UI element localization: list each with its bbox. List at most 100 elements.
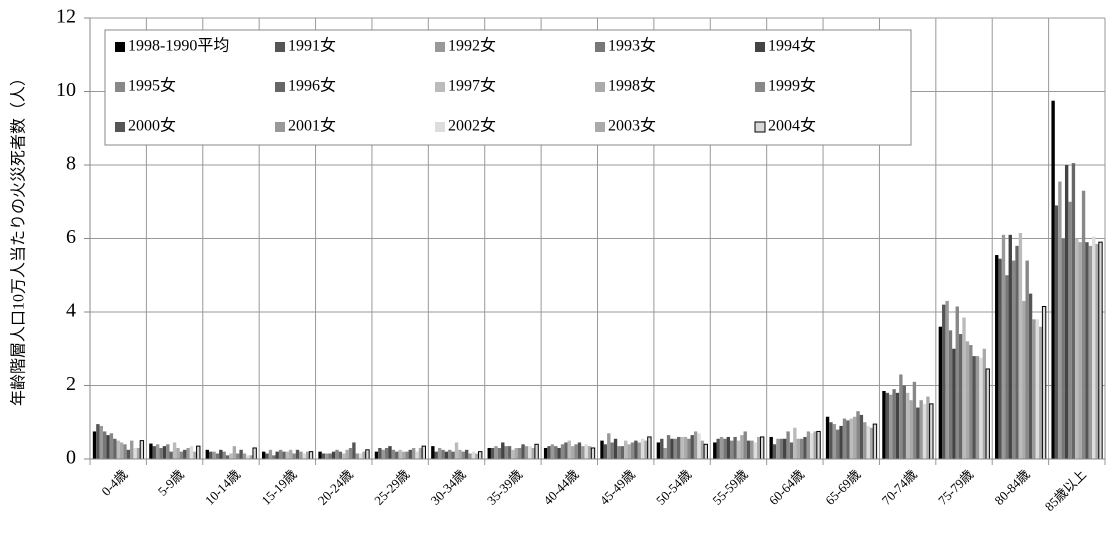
bar: [929, 403, 934, 460]
bar: [786, 431, 790, 459]
bar: [461, 451, 465, 459]
legend-swatch: [595, 42, 605, 52]
x-tick-label: 15-19歳: [258, 467, 299, 508]
bar: [687, 438, 691, 459]
bar: [444, 451, 449, 459]
bar: [348, 447, 353, 459]
bar: [1015, 245, 1019, 459]
bar: [295, 449, 300, 459]
bar: [205, 449, 209, 459]
legend-swatch: [435, 122, 445, 132]
bar: [335, 449, 339, 459]
bar: [759, 436, 765, 460]
bar: [796, 438, 800, 459]
legend-label: 1999女: [768, 76, 816, 95]
y-tick-label: 0: [66, 447, 76, 469]
legend-label: 2004女: [768, 116, 816, 135]
x-tick-label: 40-44歳: [540, 467, 581, 508]
bar: [560, 444, 565, 459]
x-tick-label: 45-49歳: [597, 467, 638, 508]
bar: [1095, 244, 1099, 459]
bar: [750, 440, 754, 459]
bar: [863, 422, 867, 459]
bar: [859, 414, 864, 459]
bar: [152, 446, 156, 459]
bar: [1075, 238, 1079, 459]
bar: [119, 442, 124, 459]
bar: [236, 453, 240, 459]
bar: [693, 431, 698, 459]
bar: [172, 442, 177, 459]
bar: [607, 433, 611, 459]
legend-swatch: [275, 42, 285, 52]
x-tick-label: 30-34歳: [428, 467, 469, 508]
x-tick-label: 65-69歳: [822, 467, 863, 508]
bar: [501, 442, 505, 459]
bar: [926, 396, 930, 459]
bar: [630, 442, 635, 459]
bar: [1071, 163, 1076, 459]
bar: [411, 447, 416, 459]
bar: [374, 451, 379, 459]
bar: [624, 440, 628, 459]
bar: [574, 444, 578, 459]
y-tick-label: 4: [66, 300, 76, 322]
bar: [776, 438, 780, 459]
y-tick-label: 6: [66, 226, 76, 248]
bar: [331, 451, 336, 459]
bar: [799, 438, 804, 459]
bar: [1054, 205, 1059, 459]
bar: [504, 446, 508, 459]
bar: [1068, 201, 1072, 459]
bar: [975, 356, 980, 459]
bar: [995, 255, 999, 459]
bar: [543, 447, 548, 459]
legend-swatch: [755, 42, 765, 52]
bar: [475, 453, 479, 459]
bar: [222, 451, 226, 459]
bar: [225, 455, 230, 459]
x-tick-label: 75-79歳: [935, 467, 976, 508]
bar: [723, 438, 727, 459]
bar: [434, 451, 438, 459]
bar: [885, 392, 890, 459]
bar: [590, 447, 596, 460]
legend-swatch: [275, 122, 285, 132]
bar: [846, 420, 850, 459]
bar: [208, 451, 213, 459]
bar: [431, 446, 435, 459]
bar: [212, 451, 216, 459]
bar: [985, 368, 990, 460]
bar: [564, 442, 568, 459]
legend-label: 2001女: [288, 116, 336, 135]
bar: [239, 449, 243, 459]
bar: [1078, 242, 1082, 459]
bar: [299, 451, 303, 459]
bar: [895, 392, 900, 459]
bar: [912, 381, 917, 459]
bar: [962, 317, 966, 459]
bar: [405, 451, 409, 459]
bar: [285, 451, 290, 459]
bar: [958, 334, 963, 459]
bar: [670, 438, 674, 459]
legend-swatch: [435, 42, 445, 52]
bar: [528, 446, 532, 459]
legend-label: 2002女: [448, 116, 496, 135]
bar: [979, 357, 983, 459]
bar: [196, 445, 201, 460]
bar: [740, 435, 744, 459]
bar: [166, 444, 170, 459]
bar: [162, 446, 167, 459]
bar: [1092, 236, 1096, 459]
bar: [869, 427, 874, 459]
bar: [246, 455, 250, 459]
bar: [902, 385, 906, 459]
bar: [829, 422, 833, 459]
bar: [663, 447, 667, 459]
legend-label: 1996女: [288, 76, 336, 95]
bar: [789, 442, 794, 459]
bar: [302, 453, 306, 459]
bar: [1039, 326, 1043, 459]
x-tick-label: 55-59歳: [709, 467, 750, 508]
